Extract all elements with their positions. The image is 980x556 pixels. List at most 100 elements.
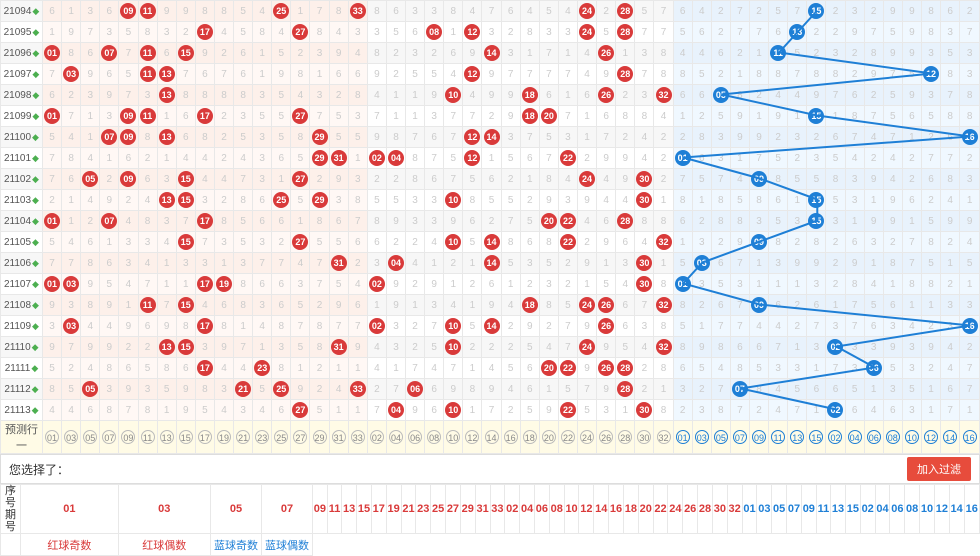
num-cell: 4 [42,400,61,421]
predict-cell[interactable]: 10 [902,421,921,454]
predict-cell[interactable]: 24 [578,421,597,454]
predict-cell[interactable]: 08 [425,421,444,454]
predict-cell[interactable]: 01 [673,421,692,454]
predict-cell[interactable]: 08 [883,421,902,454]
predict-cell[interactable]: 21 [234,421,253,454]
predict-cell[interactable]: 13 [157,421,176,454]
num-cell: 8 [921,232,940,253]
predict-cell[interactable]: 20 [539,421,558,454]
num-cell: 4 [845,148,864,169]
predict-cell[interactable]: 28 [616,421,635,454]
predict-cell[interactable]: 17 [195,421,214,454]
predict-cell[interactable]: 02 [826,421,845,454]
num-cell: 2 [807,127,826,148]
red-ball: 20 [541,213,557,229]
num-cell: 4 [367,358,386,379]
predict-cell[interactable]: 11 [138,421,157,454]
predict-cell[interactable]: 29 [310,421,329,454]
predict-cell[interactable]: 02 [367,421,386,454]
predict-circle: 09 [121,430,135,444]
num-cell: 1 [826,295,845,316]
predict-cell[interactable]: 05 [81,421,100,454]
red-ball: 15 [178,297,194,313]
predict-cell[interactable]: 33 [348,421,367,454]
num-cell: 5 [425,64,444,85]
predict-cell[interactable]: 01 [42,421,61,454]
predict-cell[interactable]: 03 [692,421,711,454]
predict-cell[interactable]: 10 [444,421,463,454]
red-ball: 26 [598,318,614,334]
num-cell: 1 [348,358,367,379]
num-cell: 3 [81,1,100,22]
predict-cell[interactable]: 26 [597,421,616,454]
predict-cell[interactable]: 25 [272,421,291,454]
predict-cell[interactable]: 30 [635,421,654,454]
predict-cell[interactable]: 12 [921,421,940,454]
predict-cell[interactable]: 06 [406,421,425,454]
predict-cell[interactable]: 32 [654,421,673,454]
num-cell: 1 [692,316,711,337]
num-cell: 7 [520,127,539,148]
num-cell: 4 [654,106,673,127]
predict-cell[interactable]: 16 [960,421,980,454]
predict-cell[interactable]: 16 [501,421,520,454]
predict-cell[interactable]: 09 [750,421,769,454]
num-cell: 8 [81,295,100,316]
predict-cell[interactable]: 07 [730,421,749,454]
red-ball: 22 [560,213,576,229]
red-ball: 15 [178,234,194,250]
predict-cell[interactable]: 09 [119,421,138,454]
predict-cell[interactable]: 04 [845,421,864,454]
num-cell: 5 [902,64,921,85]
num-cell: 1 [291,211,310,232]
num-cell: 3 [960,295,980,316]
num-cell: 9 [329,43,348,64]
num-cell: 6 [81,400,100,421]
num-cell: 6 [272,211,291,232]
predict-cell[interactable]: 07 [100,421,119,454]
predict-cell[interactable]: 19 [214,421,233,454]
num-cell: 8 [81,253,100,274]
predict-cell[interactable]: 14 [941,421,960,454]
num-cell: 14 [482,316,501,337]
blue-ball: 02 [827,339,843,355]
num-cell: 28 [616,64,635,85]
num-cell: 8 [539,295,558,316]
predict-cell[interactable]: 05 [711,421,730,454]
num-cell: 15 [176,337,195,358]
predict-cell[interactable]: 23 [253,421,272,454]
predict-cell[interactable]: 13 [788,421,807,454]
num-cell: 9 [730,127,749,148]
num-cell: 4 [214,22,233,43]
predict-cell[interactable]: 06 [864,421,883,454]
add-filter-button[interactable]: 加入过滤 [907,457,971,481]
num-cell: 7 [788,1,807,22]
blue-ball: 01 [675,276,691,292]
predict-cell[interactable]: 18 [520,421,539,454]
num-cell: 3 [520,253,539,274]
num-cell: 07 [100,43,119,64]
num-cell: 8 [501,232,520,253]
predict-cell[interactable]: 27 [291,421,310,454]
predict-cell[interactable]: 31 [329,421,348,454]
num-cell: 1 [253,64,272,85]
predict-cell[interactable]: 11 [769,421,788,454]
predict-cell[interactable]: 04 [386,421,405,454]
num-cell: 17 [195,22,214,43]
num-cell: 4 [176,148,195,169]
predict-cell[interactable]: 22 [558,421,577,454]
predict-cell[interactable]: 15 [176,421,195,454]
num-cell: 6 [253,190,272,211]
data-row: 21098◆6239731388883543284119104991861626… [1,85,980,106]
predict-circle: 18 [523,430,537,444]
predict-cell[interactable]: 12 [463,421,482,454]
num-cell: 1 [692,190,711,211]
num-cell: 7 [444,169,463,190]
predict-cell[interactable]: 14 [482,421,501,454]
num-cell: 1 [539,379,558,400]
num-cell: 1 [463,253,482,274]
predict-cell[interactable]: 15 [807,421,826,454]
predict-cell[interactable]: 03 [62,421,81,454]
num-cell: 7 [214,64,233,85]
num-cell: 6 [119,358,138,379]
